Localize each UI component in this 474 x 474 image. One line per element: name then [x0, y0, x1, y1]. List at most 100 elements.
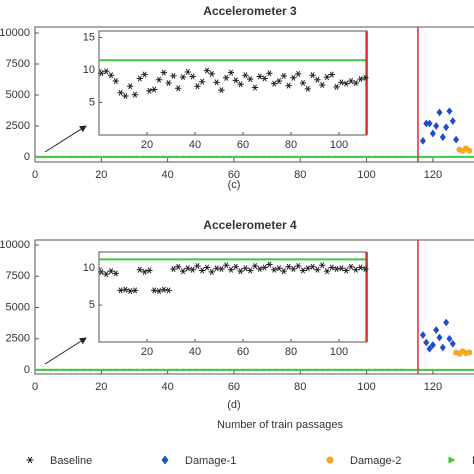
triangle-marker: [182, 368, 186, 372]
star-marker: [146, 87, 153, 94]
star-marker: [227, 69, 235, 76]
x-tick-label: 80: [294, 169, 306, 181]
triangle-marker: [149, 368, 153, 372]
star-marker: [338, 79, 345, 86]
x-tick-label: 0: [32, 381, 38, 393]
triangle-marker: [295, 155, 299, 159]
star-marker: [127, 83, 134, 90]
star-marker: [251, 84, 259, 91]
triangle-marker: [341, 368, 345, 372]
triangle-marker: [162, 155, 166, 159]
triangle-marker: [189, 368, 193, 372]
star-marker: [271, 266, 278, 273]
star-marker: [98, 70, 105, 77]
triangle-marker: [288, 155, 292, 159]
star-marker: [117, 287, 124, 294]
triangle-marker: [43, 368, 47, 372]
triangle-marker: [96, 155, 100, 159]
star-marker: [261, 75, 268, 82]
triangle-marker: [83, 155, 87, 159]
y-tick-label: 10000: [0, 239, 30, 251]
star-marker: [103, 68, 110, 75]
diamond-marker: [419, 136, 426, 145]
triangle-marker: [142, 368, 146, 372]
star-marker: [328, 71, 335, 78]
triangle-marker: [142, 155, 146, 159]
triangle-marker: [381, 368, 385, 372]
x-tick-label: 20: [95, 169, 107, 181]
star-marker: [203, 67, 211, 74]
triangle-marker: [189, 155, 193, 159]
star-marker: [280, 72, 287, 79]
circle-marker: [466, 349, 473, 356]
triangle-marker: [83, 368, 87, 372]
inset-x-tick-label: 80: [285, 139, 297, 151]
star-marker: [271, 80, 278, 87]
triangle-marker: [50, 155, 54, 159]
legend-label: Damage-1: [185, 455, 236, 467]
star-marker: [189, 266, 196, 273]
star-marker: [160, 69, 167, 76]
triangle-marker: [202, 368, 206, 372]
triangle-marker: [341, 155, 345, 159]
triangle-marker: [375, 155, 379, 159]
star-marker: [122, 286, 129, 293]
star-marker: [285, 263, 292, 270]
triangle-marker: [368, 368, 372, 372]
star-marker: [160, 286, 167, 293]
inset-x-tick-label: 20: [141, 139, 153, 151]
star-marker: [343, 80, 350, 87]
circle-marker: [326, 456, 334, 464]
zoom-arrow: [44, 125, 87, 153]
chart-title: Accelerometer 3: [203, 4, 297, 18]
x-tick-label: 60: [228, 381, 240, 393]
star-marker: [136, 75, 143, 82]
star-marker: [117, 89, 124, 96]
star-marker: [290, 265, 297, 272]
triangle-marker: [76, 368, 80, 372]
star-marker: [247, 267, 254, 274]
star-marker: [362, 265, 369, 272]
star-marker: [256, 265, 263, 272]
legend-label: Baseline: [50, 455, 92, 467]
triangle-marker: [401, 155, 405, 159]
triangle-marker: [282, 155, 286, 159]
caption: (c): [228, 179, 241, 191]
star-marker: [203, 264, 211, 271]
star-marker: [184, 68, 191, 75]
star-marker: [328, 264, 335, 271]
triangle-marker: [36, 155, 40, 159]
chart-title: Accelerometer 4: [203, 218, 297, 232]
y-tick-label: 0: [24, 151, 30, 163]
star-marker: [285, 82, 292, 89]
triangle-marker: [242, 155, 246, 159]
star-marker: [242, 72, 249, 79]
star-marker: [232, 77, 239, 84]
triangle-marker: [249, 368, 253, 372]
triangle-marker: [275, 155, 279, 159]
star-marker: [266, 70, 273, 77]
diamond-marker: [439, 133, 446, 142]
inset-x-tick-label: 40: [189, 346, 201, 358]
inset-y-tick-label: 10: [83, 64, 95, 76]
circle-marker: [466, 147, 473, 154]
star-marker: [295, 70, 302, 77]
star-marker: [338, 265, 345, 272]
triangle-marker: [56, 155, 60, 159]
star-marker: [170, 265, 177, 272]
triangle-marker: [235, 368, 239, 372]
triangle-marker: [169, 155, 173, 159]
triangle-marker: [202, 155, 206, 159]
triangle-marker: [215, 368, 219, 372]
star-marker: [194, 262, 201, 270]
triangle-marker: [308, 155, 312, 159]
x-axis-label: Number of train passages: [217, 419, 343, 431]
triangle-marker: [63, 155, 67, 159]
triangle-marker: [348, 155, 352, 159]
triangle-marker: [50, 368, 54, 372]
star-marker: [141, 71, 148, 78]
y-tick-label: 5000: [6, 301, 30, 313]
y-tick-label: 10000: [0, 27, 30, 39]
star-marker: [122, 92, 129, 100]
triangle-marker: [302, 155, 306, 159]
